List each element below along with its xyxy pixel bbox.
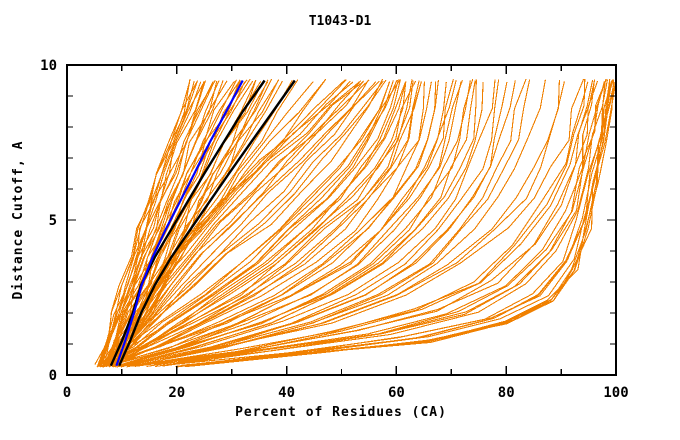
x-tick-label: 20: [168, 385, 185, 401]
x-tick-label: 0: [63, 385, 71, 401]
y-axis-title: Distance Cutoff, A: [11, 141, 26, 300]
x-tick-label: 80: [498, 385, 515, 401]
y-tick-label: 5: [49, 213, 57, 229]
x-tick-label: 40: [278, 385, 295, 401]
page-title: T1043-D1: [308, 14, 372, 29]
y-tick-label: 0: [49, 368, 57, 384]
x-tick-label: 60: [388, 385, 405, 401]
y-tick-label: 10: [40, 58, 57, 74]
tick-labels: 0 20 40 60 80 100 0 5 10: [40, 58, 629, 401]
axes-frame: [66, 64, 617, 376]
x-axis-title: Percent of Residues (CA): [235, 405, 447, 420]
x-tick-label: 100: [603, 385, 628, 401]
curves-layer: [94, 78, 617, 368]
